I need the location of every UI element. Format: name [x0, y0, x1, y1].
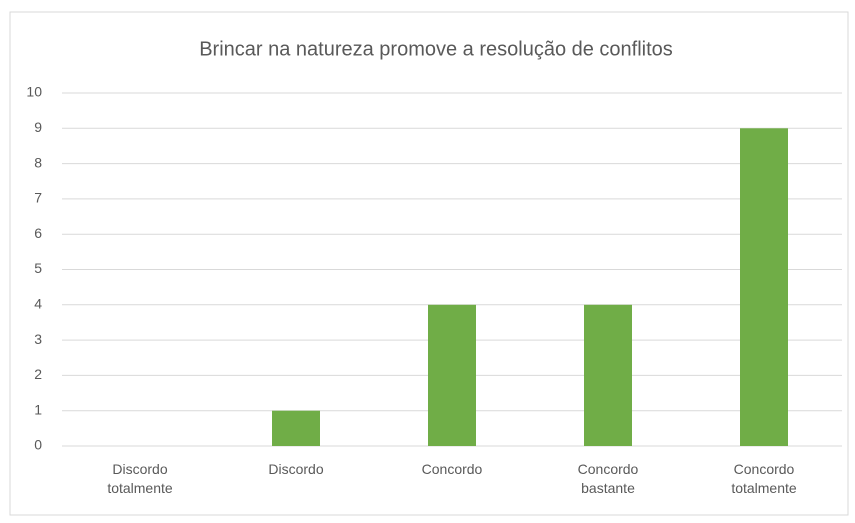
bar — [740, 128, 788, 447]
x-tick-label: Discordo totalmente — [107, 461, 173, 496]
y-tick-label: 5 — [34, 260, 42, 276]
x-tick-label: Concordo — [421, 461, 483, 477]
y-tick-label: 6 — [34, 225, 42, 241]
y-tick-label: 10 — [26, 84, 42, 100]
bar — [272, 410, 320, 446]
bar — [584, 304, 632, 446]
y-tick-label: 9 — [34, 119, 42, 135]
bar — [428, 304, 476, 446]
x-tick-label: Concordo bastante — [577, 461, 639, 496]
y-tick-label: 8 — [34, 154, 42, 170]
y-tick-label: 2 — [34, 366, 42, 382]
chart-title: Brincar na natureza promove a resolução … — [199, 38, 673, 60]
y-tick-label: 7 — [34, 190, 42, 206]
x-tick-label: Discordo — [268, 461, 324, 477]
y-tick-label: 1 — [34, 401, 42, 417]
y-tick-label: 3 — [34, 331, 42, 347]
x-tick-label: Concordo totalmente — [731, 461, 797, 496]
y-tick-label: 4 — [34, 296, 42, 312]
y-tick-label: 0 — [34, 437, 42, 453]
